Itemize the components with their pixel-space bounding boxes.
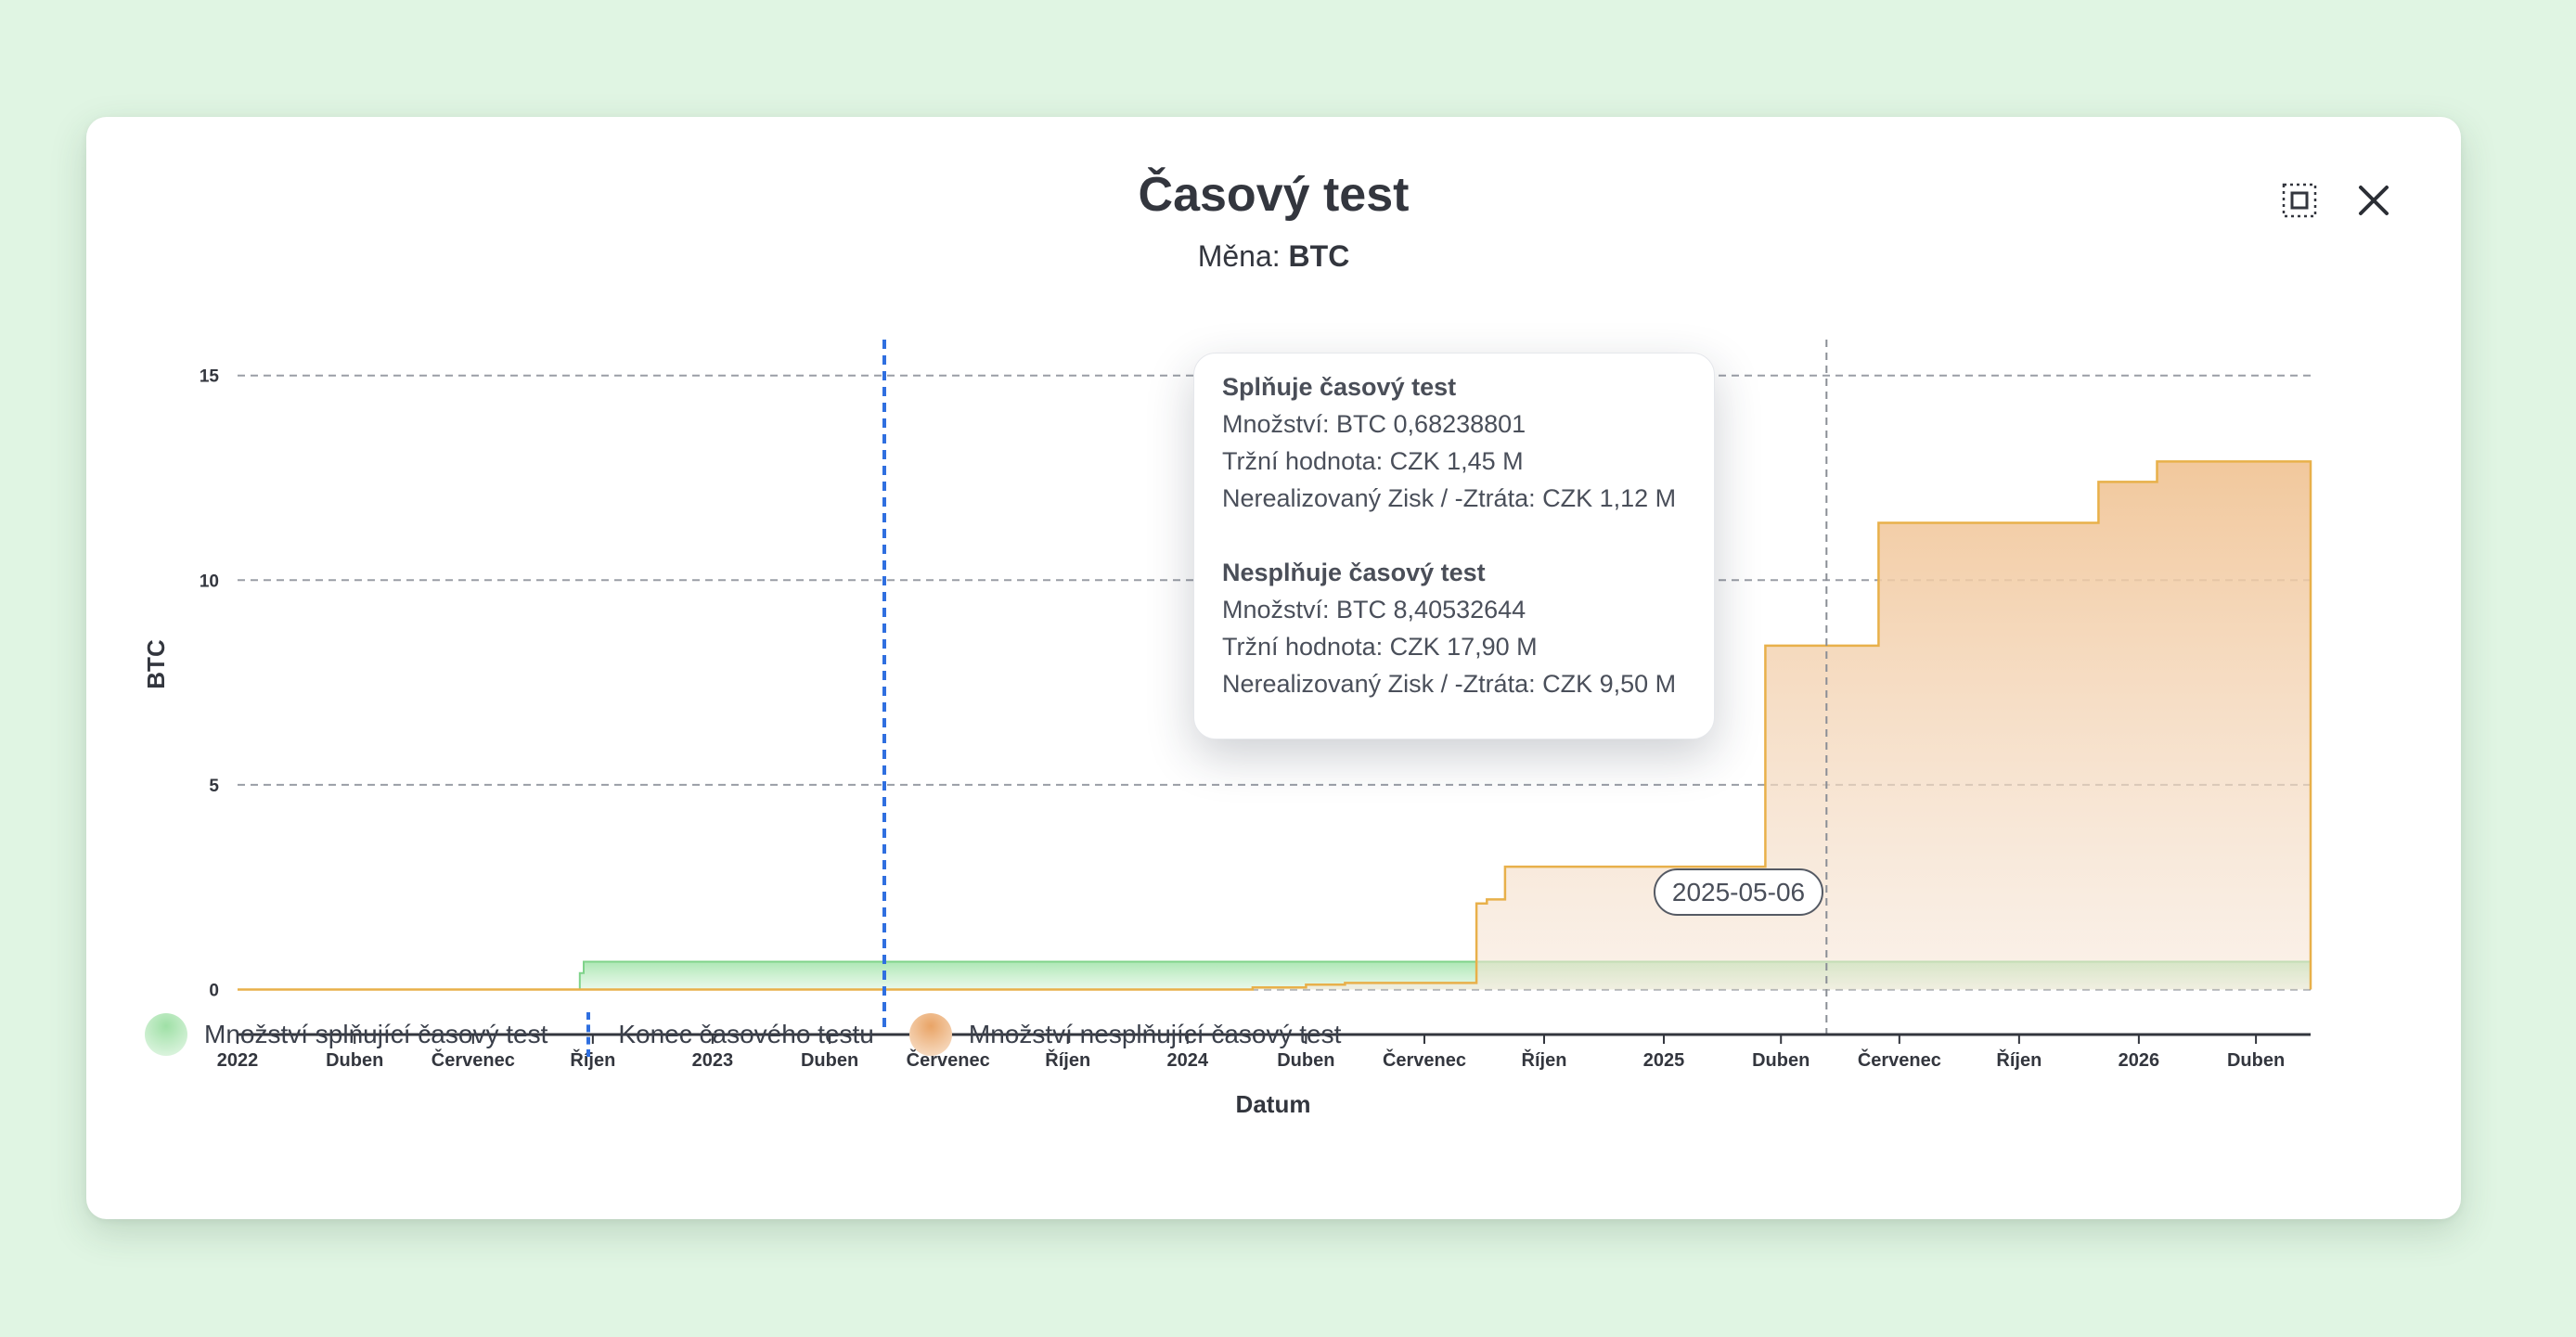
x-tick-label: Červenec [431,1048,515,1071]
y-axis-title: BTC [142,639,170,689]
y-tick-label: 0 [209,981,219,1000]
close-icon [2359,186,2389,215]
tooltip-fails-amount: Množství: BTC 8,40532644 [1222,596,1526,624]
x-tick-label: Říjen [1522,1048,1567,1071]
x-tick-label: Duben [326,1050,383,1071]
y-tick-label: 10 [200,572,219,591]
legend-item-test-end[interactable]: Konec časového testu [583,1012,874,1057]
legend-swatch-green [145,1013,187,1056]
x-tick-label: 2022 [217,1050,259,1071]
chart-legend: Množství splňující časový test Konec čas… [145,1011,1376,1058]
x-tick-label: Říjen [570,1048,615,1071]
currency-label: Měna: [1197,239,1281,273]
tooltip-fails-unrealized-pnl: Nerealizovaný Zisk / -Ztráta: CZK 9,50 M [1222,670,1677,698]
legend-item-meets[interactable]: Množství splňující časový test [145,1013,547,1056]
tooltip-fails-title: Nesplňuje časový test [1222,559,1486,586]
x-tick-label: 2026 [2119,1050,2160,1071]
currency-value: BTC [1288,239,1350,273]
y-tick-label: 15 [200,367,220,387]
x-tick-label: Říjen [1996,1048,2041,1071]
x-tick-label: 2023 [692,1050,734,1071]
chart-tooltip: Splňuje časový test Množství: BTC 0,6823… [1193,353,1715,739]
x-tick-label: 2025 [1643,1050,1685,1071]
x-tick-label: Duben [1277,1050,1334,1071]
x-tick-label: Duben [801,1050,858,1071]
x-tick-label: Červenec [1383,1048,1466,1071]
expand-button[interactable] [2272,173,2327,228]
legend-swatch-orange [908,1013,952,1056]
expand-icon [2282,183,2317,218]
crosshair-date-label: 2025-05-06 [1654,868,1823,916]
dialog-title: Časový test [1138,168,1410,222]
tooltip-meets-title: Splňuje časový test [1222,373,1457,401]
series-areas [238,340,2312,1035]
legend-swatch-dashed-line [586,1012,591,1057]
legend-item-fails[interactable]: Množství nesplňující časový test [908,1013,1342,1056]
tooltip-fails-market-value: Tržní hodnota: CZK 17,90 M [1222,633,1538,661]
legend-label-fails: Množství nesplňující časový test [968,1020,1342,1048]
x-tick-label: Červenec [1858,1048,1941,1071]
tooltip-meets-amount: Množství: BTC 0,68238801 [1222,410,1526,438]
y-tick-label: 5 [209,777,219,796]
series-line-fails [238,460,2312,991]
series-area-fails [238,461,2311,990]
x-tick-label: Duben [2227,1050,2285,1071]
tooltip-meets-market-value: Tržní hodnota: CZK 1,45 M [1222,447,1524,475]
legend-label-meets: Množství splňující časový test [204,1020,548,1048]
tooltip-meets-unrealized-pnl: Nerealizovaný Zisk / -Ztráta: CZK 1,12 M [1222,484,1677,512]
dialog-subtitle: Měna: BTC [86,239,2461,274]
close-button[interactable] [2346,173,2402,228]
x-tick-label: Duben [1752,1050,1810,1071]
x-axis-title: Datum [1236,1090,1311,1118]
x-tick-label: 2024 [1166,1050,1208,1071]
x-tick-label: Říjen [1045,1048,1090,1071]
legend-label-test-end: Konec časového testu [618,1020,874,1048]
